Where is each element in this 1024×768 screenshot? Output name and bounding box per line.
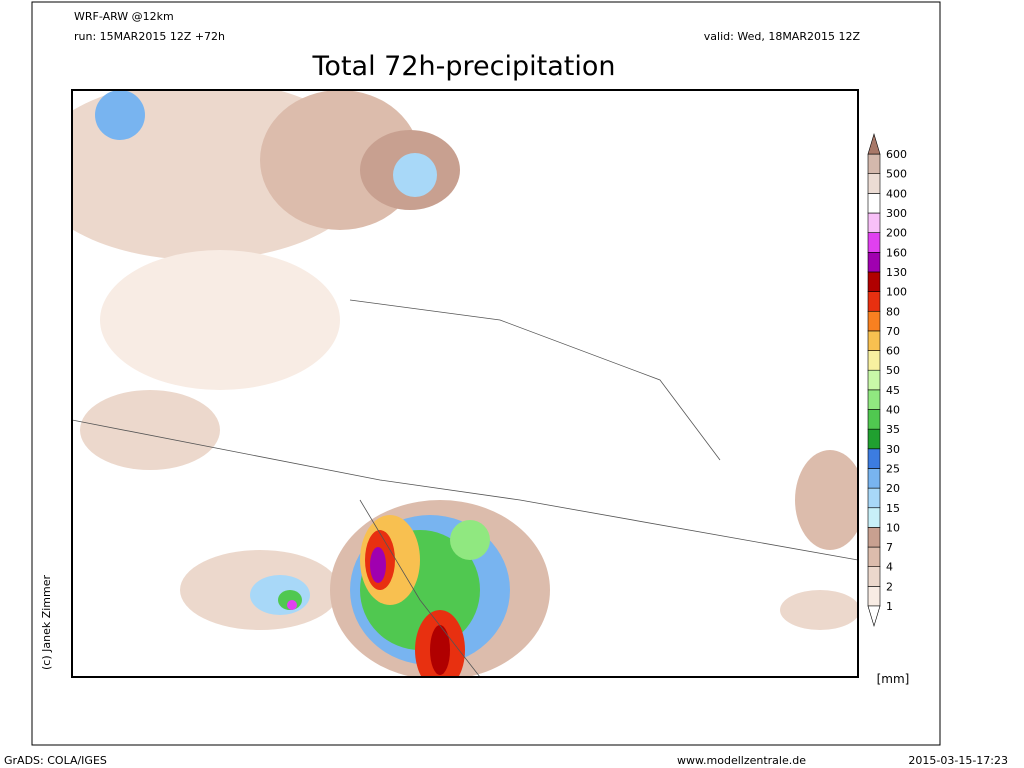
legend-box xyxy=(867,212,881,233)
legend-box xyxy=(867,586,881,607)
legend-box xyxy=(867,507,881,528)
legend-box xyxy=(867,271,881,292)
footer-left: GrADS: COLA/IGES xyxy=(4,754,107,767)
legend-label: 4 xyxy=(886,561,893,574)
legend-label: 15 xyxy=(886,502,900,515)
legend-label: 40 xyxy=(886,404,900,417)
legend-over xyxy=(867,133,881,155)
legend-box xyxy=(867,369,881,391)
legend-label: 50 xyxy=(886,364,900,377)
valid: valid: Wed, 18MAR2015 12Z xyxy=(704,30,861,43)
legend-box xyxy=(867,350,881,371)
frame xyxy=(31,1,941,746)
legend-label: 7 xyxy=(886,541,893,554)
legend-label: 160 xyxy=(886,246,907,259)
legend-label: 100 xyxy=(886,286,907,299)
legend-box xyxy=(867,546,881,567)
legend-box xyxy=(867,409,881,430)
legend-box xyxy=(867,252,881,273)
legend-label: 400 xyxy=(886,187,907,200)
legend-label: 500 xyxy=(886,168,907,181)
legend-box xyxy=(867,468,881,489)
legend-label: 60 xyxy=(886,345,900,358)
legend-box xyxy=(867,487,881,509)
credit: (c) Janek Zimmer xyxy=(40,574,53,670)
legend-label: 30 xyxy=(886,443,900,456)
legend-box xyxy=(867,428,881,450)
legend-label: 20 xyxy=(886,482,900,495)
legend-label: 200 xyxy=(886,227,907,240)
legend-box xyxy=(867,193,881,214)
legend-label: 25 xyxy=(886,462,900,475)
legend-label: 45 xyxy=(886,384,900,397)
unit: [mm] xyxy=(877,672,910,686)
legend-box xyxy=(867,566,881,587)
legend-box xyxy=(867,291,881,312)
model: WRF-ARW @12km xyxy=(74,10,174,23)
legend-box xyxy=(867,232,881,253)
legend-box xyxy=(867,527,881,548)
run: run: 15MAR2015 12Z +72h xyxy=(74,30,225,43)
legend-box xyxy=(867,173,881,194)
legend-label: 2 xyxy=(886,580,893,593)
legend-label: 35 xyxy=(886,423,900,436)
legend-label: 130 xyxy=(886,266,907,279)
legend: 1 2 4 7 10 15 20 25 30 35 40 45 50 60 70 80 100 130 160 200… xyxy=(867,133,907,628)
legend-label: 300 xyxy=(886,207,907,220)
footer-right: 2015-03-15-17:23 xyxy=(908,754,1008,767)
legend-box xyxy=(867,448,881,469)
legend-label: 1 xyxy=(886,600,893,613)
legend-box xyxy=(867,330,881,351)
map-border xyxy=(71,89,859,678)
map xyxy=(72,90,858,677)
legend-label: 80 xyxy=(886,305,900,318)
legend-box xyxy=(867,310,881,332)
title: Total 72h-precipitation xyxy=(312,51,616,82)
legend-box xyxy=(867,153,881,175)
legend-under xyxy=(867,605,881,628)
legend-box xyxy=(867,389,881,410)
legend-label: 70 xyxy=(886,325,900,338)
legend-label: 600 xyxy=(886,148,907,161)
legend-label: 10 xyxy=(886,521,900,534)
footer-center: www.modellzentrale.de xyxy=(677,754,806,767)
